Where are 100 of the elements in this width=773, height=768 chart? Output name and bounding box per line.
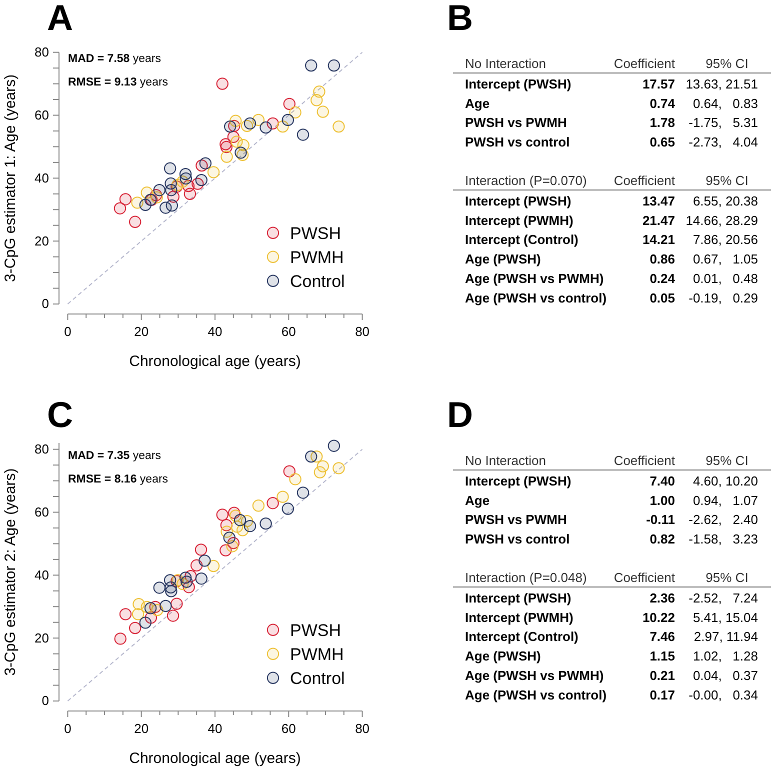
text: 0.94, 1.07 [692, 492, 758, 508]
point [119, 608, 132, 620]
text: Age [465, 492, 490, 508]
legend-label: PWMH [290, 644, 344, 664]
text: No Interaction [465, 453, 546, 468]
point [207, 166, 220, 178]
point [252, 500, 265, 512]
x-tick-label: 60 [281, 324, 296, 339]
text: Age (PWSH vs PWMH) [465, 271, 604, 286]
point [199, 157, 212, 170]
point [180, 576, 193, 588]
text: 6.55, 20.38 [692, 193, 758, 208]
text: 0.21 [650, 668, 675, 683]
text: B [447, 0, 473, 38]
text: Intercept (Control) [465, 629, 578, 644]
text: 17.57 [642, 76, 675, 92]
text: Age (PWSH vs control) [465, 290, 607, 306]
text: Intercept (Control) [465, 232, 578, 248]
point [296, 486, 310, 499]
text: 95% CI [706, 173, 748, 188]
text: 0.05 [650, 290, 675, 306]
legend-label: PWMH [290, 248, 344, 267]
text: -0.19, 0.29 [688, 290, 758, 306]
point [296, 128, 310, 141]
point [166, 610, 180, 622]
text: 95% CI [706, 56, 748, 71]
y-tick-label: 20 [34, 630, 49, 646]
chart-title: C [47, 394, 73, 435]
point [283, 98, 296, 110]
text: 7.40 [650, 473, 675, 488]
text: 10.22 [642, 610, 675, 625]
point [305, 59, 318, 72]
text: 0.65 [650, 134, 675, 150]
text: Intercept (PWSH) [465, 193, 572, 208]
text: 2.36 [650, 590, 675, 606]
text: 1.02, 1.28 [692, 648, 758, 664]
x-tick-label: 0 [64, 324, 72, 339]
text: 14.21 [642, 232, 675, 248]
text: PWSH vs control [465, 532, 570, 547]
text: Intercept (PWSH) [465, 590, 572, 606]
x-tick-label: 80 [355, 324, 370, 339]
x-tick-label: 20 [134, 721, 149, 736]
x-tick-label: 40 [208, 721, 222, 736]
point [332, 462, 345, 474]
text: Coefficient [614, 56, 676, 71]
x-axis-title: Chronological age (years) [129, 750, 301, 767]
y-tick-label: 20 [34, 233, 49, 248]
text: Coefficient [614, 453, 676, 468]
point [132, 608, 144, 620]
x-tick-label: 80 [355, 721, 370, 736]
text: 0.67, 1.05 [692, 252, 758, 267]
text: 0.24 [650, 271, 676, 286]
annotation: MAD = 7.58 years [68, 52, 162, 65]
point [313, 86, 326, 98]
point [128, 622, 142, 634]
point [165, 585, 178, 598]
point [328, 59, 340, 72]
text: -1.58, 3.23 [688, 532, 758, 547]
text: 4.60, 10.20 [692, 473, 758, 488]
text: -2.62, 2.40 [688, 512, 758, 528]
text: -2.73, 4.04 [688, 134, 758, 150]
text: 1.00 [650, 492, 675, 508]
point [289, 473, 302, 486]
point [144, 602, 157, 614]
point [244, 520, 256, 532]
point [266, 497, 279, 510]
text: 0.64, 0.83 [692, 96, 758, 111]
point [139, 616, 152, 629]
y-tick-label: 80 [34, 44, 49, 60]
point [332, 120, 345, 133]
point [119, 193, 132, 206]
text: Intercept (PWMH) [465, 610, 574, 625]
y-tick-label: 0 [42, 296, 49, 312]
text: 2.97, 11.94 [694, 629, 758, 644]
point [114, 202, 126, 214]
text: No Interaction [465, 56, 546, 71]
chart-title: A [47, 0, 73, 38]
text: -2.52, 7.24 [688, 590, 758, 606]
y-axis-title: 3-CpG estimator 1: Age (years) [2, 74, 19, 282]
text: 95% CI [706, 453, 748, 468]
point [283, 465, 296, 478]
point [223, 532, 236, 544]
point [164, 162, 176, 175]
text: 0.82 [650, 532, 675, 547]
point [305, 450, 318, 463]
text: -0.11 [646, 512, 675, 528]
y-tick-label: 80 [34, 441, 49, 456]
point [216, 78, 228, 90]
text: 0.74 [650, 96, 676, 111]
text: PWSH vs PWMH [465, 115, 567, 130]
legend-label: PWSH [290, 620, 341, 640]
text: Interaction (P=0.048) [465, 570, 587, 585]
point [282, 114, 294, 126]
point [114, 632, 126, 645]
text: 1.78 [650, 115, 675, 130]
x-axis-title: Chronological age (years) [129, 353, 301, 370]
text: Coefficient [614, 570, 676, 585]
point [216, 508, 228, 521]
text: 0.01, 0.48 [692, 271, 758, 286]
point [276, 490, 289, 503]
